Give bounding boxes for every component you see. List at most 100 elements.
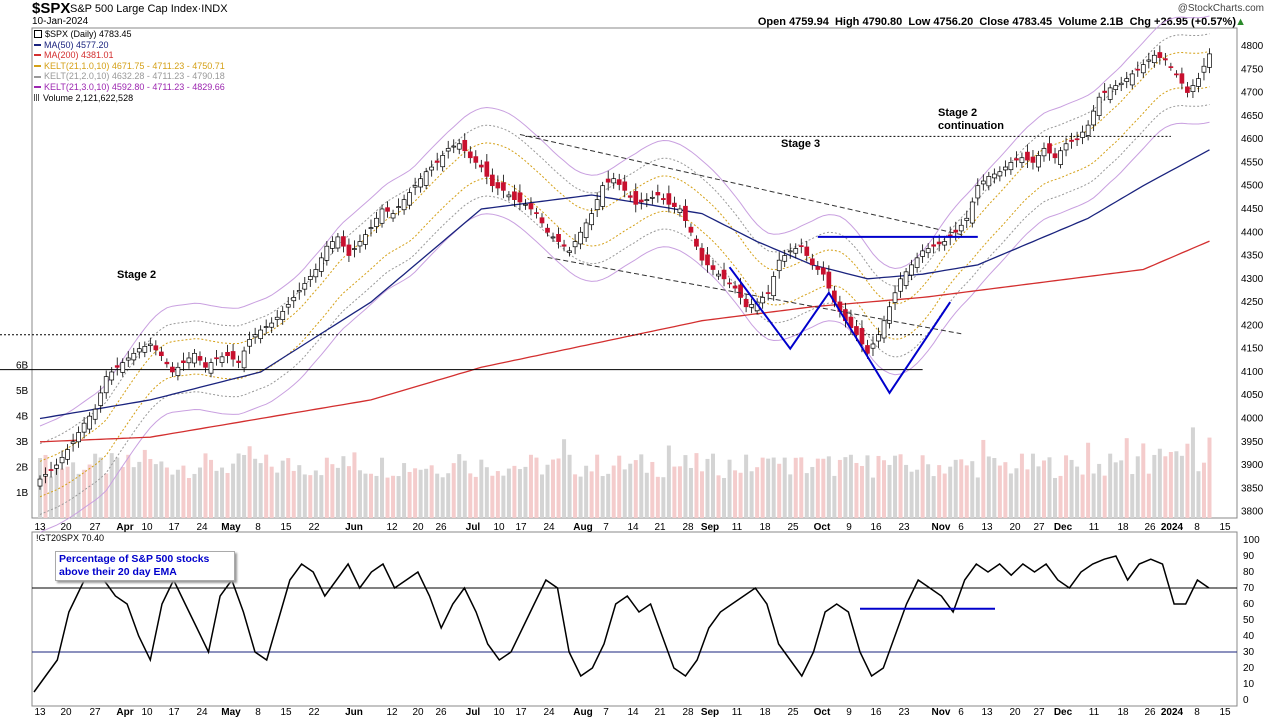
volume-bar [854, 462, 859, 518]
candle-body [914, 257, 920, 268]
volume-bar [396, 476, 401, 518]
candle-body [1201, 65, 1207, 73]
candle-body [1052, 153, 1058, 159]
candle-body [909, 264, 914, 276]
candle-body [1074, 138, 1080, 141]
volume-bar [1036, 466, 1041, 518]
price-tick-label: 4200 [1241, 320, 1264, 331]
candle-body [489, 174, 495, 187]
candle-body [103, 376, 109, 394]
candle-body [655, 192, 661, 196]
candle-body [583, 222, 589, 239]
x-tick-label: 25 [787, 522, 799, 533]
stage-2-continuation-line1: Stage 2 [938, 107, 977, 119]
volume-bar [1069, 459, 1074, 518]
candle-body [727, 282, 732, 285]
candle-body [368, 227, 374, 229]
volume-bar [909, 471, 914, 518]
legend-swatch [34, 54, 41, 57]
x-tick-label: Oct [814, 522, 831, 533]
legend-swatch [34, 94, 40, 102]
candle-body [1185, 86, 1190, 93]
volume-bar [848, 454, 853, 518]
candle-body [627, 195, 633, 198]
candle-body [936, 241, 942, 245]
volume-tick-label: 6B [16, 361, 29, 372]
candle-body [214, 357, 219, 360]
candle-body [991, 173, 997, 179]
volume-bar [324, 457, 329, 518]
candle-body [1140, 64, 1146, 74]
candle-body [131, 352, 137, 361]
candle-body [1157, 52, 1163, 58]
volume-bar [308, 475, 313, 518]
volume-bar [1174, 451, 1179, 518]
candle-body [649, 196, 655, 199]
indicator-line [33, 555, 1210, 693]
candle-body [975, 185, 981, 199]
volume-bar [126, 454, 131, 518]
volume-bar [1102, 475, 1107, 518]
candle-body [445, 148, 451, 152]
candle-body [59, 456, 65, 464]
candle-body [666, 193, 672, 205]
x-tick-label-lower: 20 [412, 707, 424, 718]
candle-body [826, 271, 832, 289]
volume-bar [1008, 473, 1013, 518]
candle-body [611, 178, 617, 184]
candle-body [931, 244, 937, 247]
keltner-upper-band [39, 15, 1210, 427]
candle-body [605, 178, 611, 183]
volume-bar [1086, 442, 1091, 518]
candle-body [181, 360, 186, 363]
candle-body [352, 248, 357, 250]
volume-bar [738, 472, 743, 518]
candle-body [694, 238, 699, 247]
candle-body [1063, 143, 1069, 151]
x-tick-label-lower: 28 [682, 707, 694, 718]
candle-body [1041, 148, 1047, 157]
volume-bar [440, 477, 445, 518]
candle-body [622, 181, 628, 191]
volume-bar [893, 455, 898, 518]
price-tick-label: 4450 [1241, 204, 1264, 215]
brand-logo: @StockCharts.com [1177, 3, 1264, 14]
candle-body [258, 329, 264, 339]
candle-body [159, 351, 164, 357]
x-tick-label: 23 [898, 522, 910, 533]
ohlc-readout: Open 4759.94 High 4790.80 Low 4756.20 Cl… [758, 16, 1236, 28]
x-tick-label-lower: 26 [435, 707, 447, 718]
volume-bar [192, 473, 197, 518]
legend-item: $SPX (Daily) 4783.45 [34, 29, 225, 40]
volume-bar [1091, 473, 1096, 518]
candle-body [798, 245, 804, 247]
volume-bar [175, 469, 180, 518]
x-tick-label: Sep [701, 522, 719, 533]
price-tick-label: 4300 [1241, 274, 1264, 285]
candle-body [440, 155, 446, 168]
candle-body [142, 345, 148, 353]
exchange-text: INDX [201, 3, 228, 15]
candle-body [517, 192, 523, 203]
volume-bar [197, 467, 202, 518]
volume-bar [407, 471, 412, 518]
volume-bar [479, 459, 484, 518]
candle-body [164, 361, 170, 365]
candle-body [556, 233, 561, 242]
price-tick-label: 3800 [1241, 507, 1264, 518]
volume-bar [970, 461, 975, 518]
candle-body [1118, 82, 1124, 86]
volume-bar [402, 463, 407, 518]
volume-bar [164, 467, 169, 518]
candle-body [793, 248, 799, 254]
volume-bar [788, 474, 793, 518]
volume-bar [1053, 477, 1058, 518]
x-tick-label: Apr [116, 522, 133, 533]
volume-bar [821, 458, 826, 518]
volume-bar [506, 468, 511, 518]
volume-bar [964, 465, 969, 518]
candle-body [804, 246, 810, 256]
x-tick-label: 20 [60, 522, 72, 533]
x-tick-label-lower: 26 [1144, 707, 1156, 718]
candle-body [1179, 73, 1185, 84]
